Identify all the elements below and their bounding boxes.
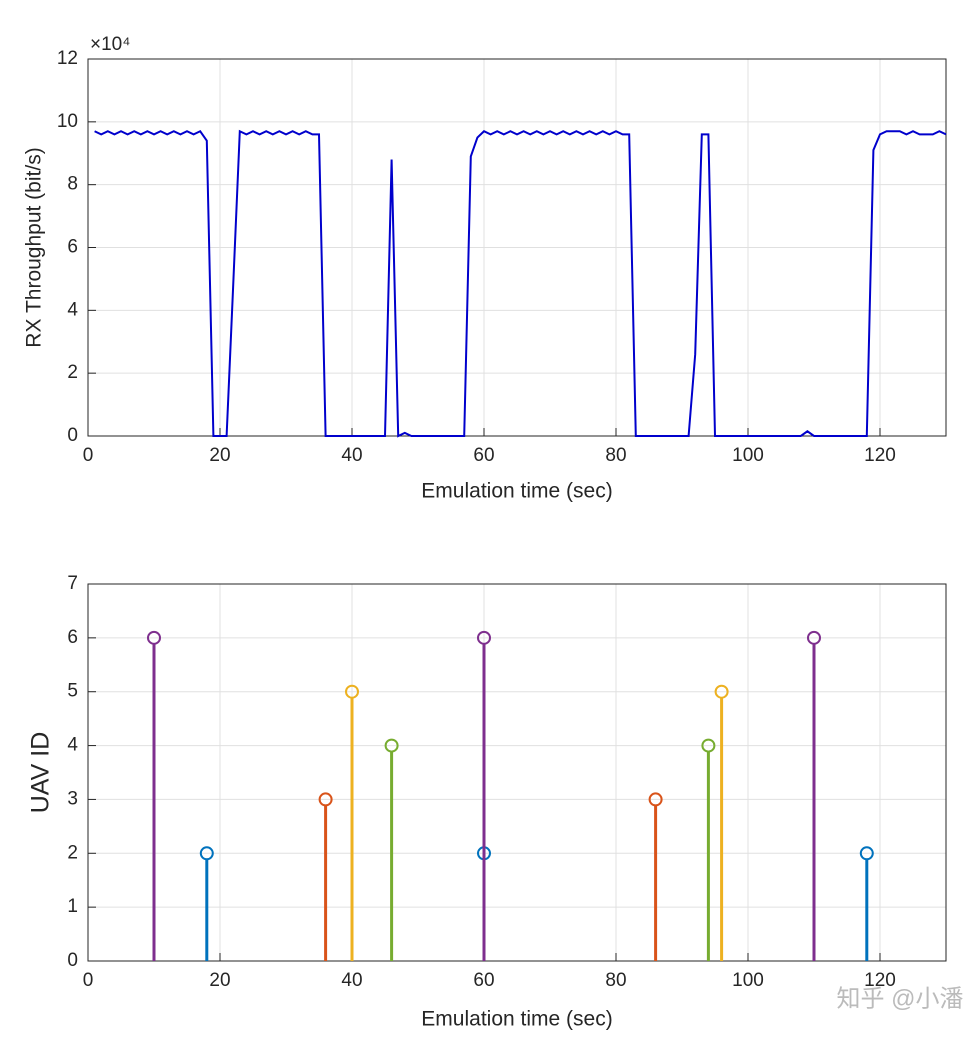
y-tick-label: 2 — [67, 842, 78, 863]
x-tick-label: 40 — [341, 970, 362, 991]
y-axis-label: RX Throughput (bit/s) — [23, 147, 46, 347]
y-tick-label: 0 — [67, 425, 78, 446]
line — [94, 129, 947, 438]
y-tick-label: 10 — [57, 111, 78, 132]
y-tick-label: 2 — [67, 362, 78, 383]
y-tick-label: 4 — [67, 299, 78, 320]
y-tick-label: 6 — [67, 237, 78, 258]
x-tick-label: 100 — [732, 970, 764, 991]
x-tick-label: 60 — [473, 445, 494, 466]
y-tick-label: 12 — [57, 48, 78, 69]
axes-box — [87, 583, 947, 962]
y-tick-label: 4 — [67, 735, 78, 756]
stem-marker — [859, 846, 874, 861]
y-tick-label: 7 — [67, 573, 78, 594]
x-tick-label: 20 — [209, 970, 230, 991]
y-multiplier: ×10⁴ — [90, 34, 130, 55]
x-tick-label: 120 — [864, 970, 896, 991]
stem-marker — [199, 846, 214, 861]
stem-marker — [477, 630, 491, 645]
x-tick-label: 0 — [83, 445, 94, 466]
x-tick-label: 100 — [732, 445, 764, 466]
x-tick-label: 80 — [605, 445, 626, 466]
x-tick-label: 0 — [83, 970, 94, 991]
x-tick-label: 120 — [864, 445, 896, 466]
y-axis-label: UAV ID — [27, 732, 55, 814]
y-tick-label: 1 — [67, 896, 78, 917]
x-axis-label: Emulation time (sec) — [421, 480, 612, 503]
stem-marker — [714, 684, 729, 699]
x-tick-label: 80 — [605, 970, 626, 991]
x-tick-label: 60 — [473, 970, 494, 991]
plot-area — [88, 584, 946, 961]
watermark: 知乎 @小潘 — [836, 985, 963, 1012]
y-tick-label: 0 — [67, 950, 78, 971]
stem-marker — [648, 792, 663, 807]
y-tick-label: 3 — [67, 788, 78, 809]
stem-marker — [345, 684, 359, 699]
x-tick-label: 40 — [341, 445, 362, 466]
stem-marker — [318, 792, 333, 807]
y-tick-label: 5 — [67, 681, 78, 702]
y-tick-label: 8 — [67, 174, 78, 195]
stem-marker — [147, 630, 161, 645]
stem-marker — [701, 738, 716, 753]
stem-marker — [807, 630, 821, 645]
x-tick-label: 20 — [209, 445, 230, 466]
stem-marker — [384, 738, 399, 753]
y-tick-label: 6 — [67, 627, 78, 648]
axes-box — [87, 58, 947, 437]
x-axis-label: Emulation time (sec) — [421, 1008, 612, 1031]
